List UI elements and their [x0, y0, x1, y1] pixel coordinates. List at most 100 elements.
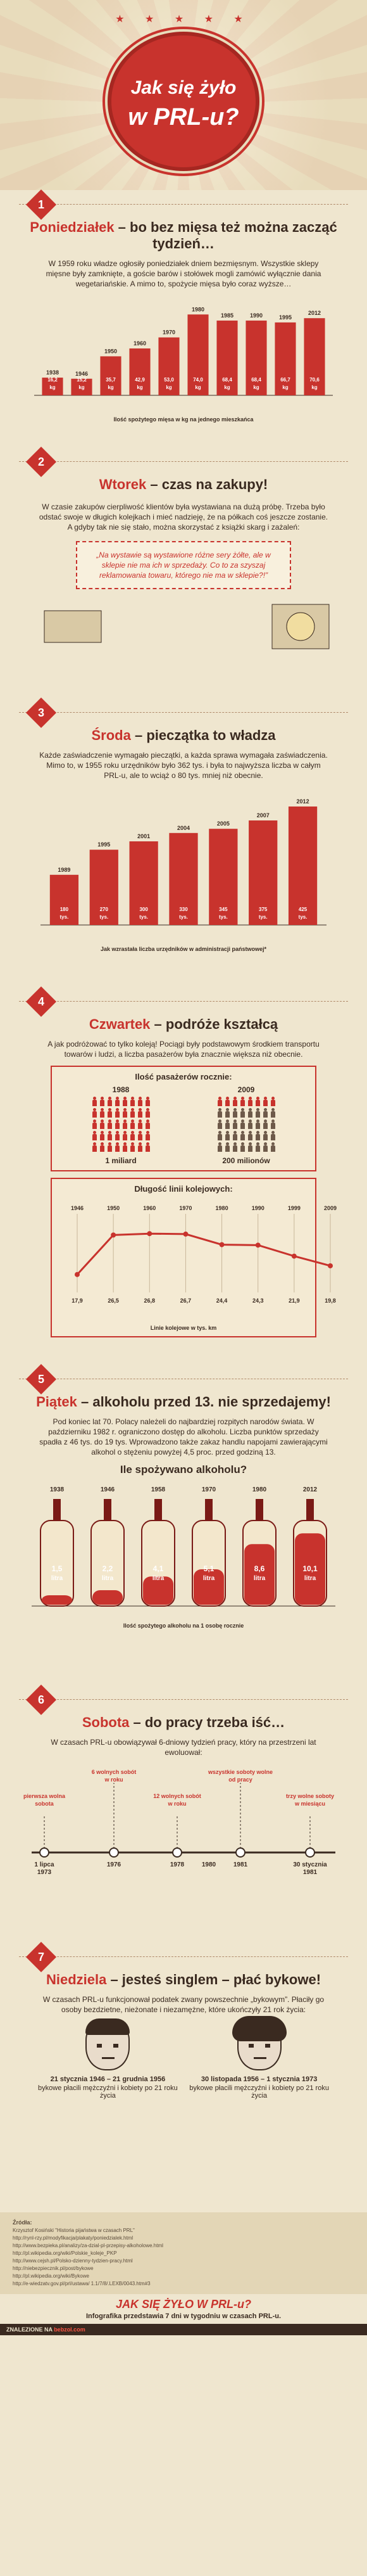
bar	[169, 832, 198, 925]
data-point	[255, 1242, 261, 1248]
person-icon	[91, 1119, 97, 1130]
person-icon	[144, 1131, 151, 1141]
bar-year-label: 1938	[46, 369, 59, 376]
timeline-dot	[235, 1847, 246, 1858]
people-icons	[189, 1097, 304, 1152]
section-title: Niedziela – jesteś singlem – płać bykowe…	[46, 1972, 321, 1987]
person-icon	[106, 1097, 113, 1107]
data-label: 24,3	[252, 1298, 264, 1304]
bar-year-label: 1989	[58, 867, 70, 873]
bar-value-label: 74,0	[193, 377, 203, 383]
bottle-neck	[256, 1499, 263, 1521]
person-icon	[216, 1119, 223, 1130]
bottle-neck	[53, 1499, 61, 1521]
chart-caption: Jak wzrastała liczba urzędników w admini…	[100, 946, 267, 952]
section-thursday: 4 Czwartek – podróże kształcą A jak podr…	[0, 986, 367, 1365]
bar-unit-label: tys.	[219, 914, 228, 920]
person-icon	[137, 1108, 143, 1118]
title-line-2: w PRL-u?	[128, 104, 239, 131]
timeline-dot	[172, 1847, 182, 1858]
bar-value-label: 180	[60, 907, 69, 912]
x-tick-label: 1946	[71, 1205, 84, 1211]
person-icon	[232, 1131, 238, 1141]
person-icon	[262, 1119, 268, 1130]
section-number: 7	[25, 1941, 57, 1973]
person-icon	[129, 1108, 135, 1118]
data-point	[183, 1231, 189, 1237]
bar-value-label: 345	[219, 907, 228, 912]
data-point	[75, 1272, 80, 1277]
bar-unit-label: tys.	[299, 914, 308, 920]
bottom-subtitle: Infografika przedstawia 7 dni w tygodniu…	[85, 2312, 282, 2320]
person-icon	[144, 1142, 151, 1152]
bottle-year-label: 1946	[101, 1486, 115, 1493]
period-1956-1973: 30 listopada 1956 – 1 stycznia 1973 byko…	[189, 2016, 329, 2100]
bottle-value-label: 2,2	[103, 1564, 113, 1573]
bar-unit-label: kg	[253, 385, 259, 390]
section-text: W czasach PRL-u funkcjonował podatek zwa…	[42, 1995, 325, 2014]
person-icon	[254, 1097, 261, 1107]
section-monday: 1 Poniedziałek – bo bez mięsa też można …	[0, 189, 367, 447]
person-icon	[247, 1097, 253, 1107]
section-divider: 6	[19, 1684, 348, 1716]
bottle-value-label: 8,6	[254, 1564, 265, 1573]
person-icon	[137, 1097, 143, 1107]
chart-subtitle: Ile spożywano alkoholu?	[120, 1463, 247, 1476]
bar-year-label: 1970	[163, 329, 175, 336]
person-icon	[91, 1097, 97, 1107]
bar-unit-label: kg	[137, 385, 142, 390]
source-line[interactable]: http://pl.wikipedia.org/wiki/Polskie_kol…	[13, 2250, 117, 2256]
source-line[interactable]: http://www.cejsh.pl/Polsko-dzienny-tydzi…	[13, 2258, 133, 2264]
source-line[interactable]: http://www.bezpieka.pl/analizy/za-dzial-…	[13, 2243, 163, 2248]
source-line[interactable]: http://pl.wikipedia.org/wiki/Bykowe	[13, 2273, 89, 2279]
bar-unit-label: kg	[78, 385, 84, 390]
timeline-note: od pracy	[228, 1776, 252, 1783]
bar-unit-label: tys.	[259, 914, 268, 920]
bottle-year-label: 1970	[202, 1486, 216, 1493]
person-icon	[216, 1131, 223, 1141]
bar	[249, 820, 278, 925]
bottle-unit-label: litra	[152, 1575, 165, 1582]
source-line[interactable]: http://rynl-rzy.pl/modyfikacja/plakaty/p…	[13, 2235, 134, 2241]
person-icon	[106, 1119, 113, 1130]
source-line[interactable]: http://niebezpiecznik.pl/post/bykowe	[13, 2266, 94, 2271]
bottle-year-label: 1958	[151, 1486, 166, 1493]
bar	[42, 378, 63, 395]
bottle-fill	[143, 1576, 173, 1605]
source-line[interactable]: http://e-wiedzatv.gov.pl/prl/ustawa/ 1.1…	[13, 2281, 151, 2286]
person-icon	[129, 1131, 135, 1141]
section-divider: 7	[19, 1941, 348, 1973]
person-icon	[129, 1119, 135, 1130]
person-icon	[247, 1108, 253, 1118]
bar-value-label: 375	[259, 907, 268, 912]
bar-year-label: 2012	[297, 798, 309, 805]
section-title: Środa – pieczątka to władza	[91, 727, 276, 743]
source-strip: ZNALEZIONE NA bebzol.com	[0, 2324, 367, 2335]
bar-year-label: 1995	[279, 314, 292, 321]
timeline-date: 1981	[233, 1861, 248, 1868]
section-divider: 3	[19, 697, 348, 729]
bar-value-label: 68,4	[222, 377, 232, 383]
stars-icon: ★ ★ ★ ★ ★	[115, 14, 252, 25]
bar-value-label: 15,2	[77, 377, 87, 383]
person-icon	[232, 1097, 238, 1107]
bar-year-label: 1950	[104, 348, 117, 354]
section-title: Czwartek – podróże kształcą	[89, 1016, 278, 1032]
person-icon	[144, 1119, 151, 1130]
person-icon	[224, 1131, 230, 1141]
person-icon	[239, 1142, 246, 1152]
person-icon	[247, 1131, 253, 1141]
person-icon	[91, 1108, 97, 1118]
person-icon	[224, 1097, 230, 1107]
timeline-note: 6 wolnych sobót	[92, 1769, 137, 1775]
person-icon	[247, 1142, 253, 1152]
bar-value-label: 300	[139, 907, 148, 912]
bottle-unit-label: litra	[254, 1575, 266, 1582]
person-icon	[114, 1119, 120, 1130]
person-icon	[262, 1142, 268, 1152]
section-friday: 5 Piątek – alkoholu przed 13. nie sprzed…	[0, 1363, 367, 1685]
person-icon	[114, 1097, 120, 1107]
person-icon	[99, 1108, 105, 1118]
officials-bar-chart: 1989 180 tys. 1995 270 tys. 2001 300 tys. 2004 330…	[40, 798, 327, 926]
source-link[interactable]: bebzol.com	[54, 2326, 85, 2333]
